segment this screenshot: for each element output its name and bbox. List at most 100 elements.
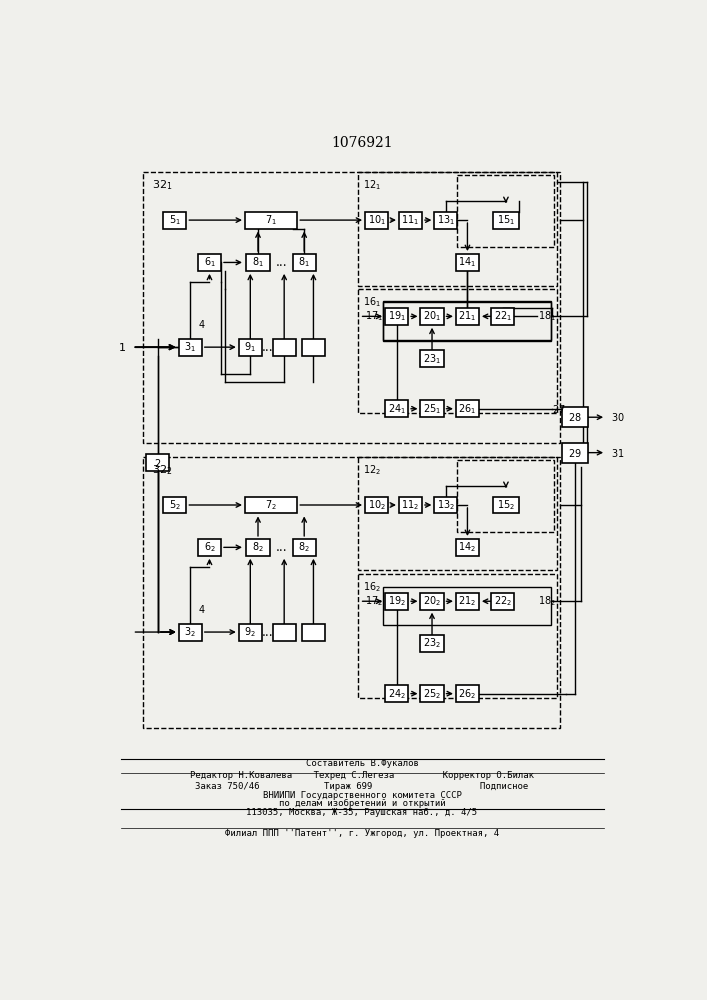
Text: $21_1$: $21_1$: [458, 309, 477, 323]
Bar: [399, 212, 422, 229]
Text: ВНИИПИ Государственного комитета СССР: ВНИИПИ Государственного комитета СССР: [262, 791, 462, 800]
Bar: [358, 574, 557, 698]
Bar: [273, 624, 296, 641]
Text: $17_1$: $17_1$: [365, 309, 383, 323]
Bar: [143, 172, 560, 443]
Text: $23_2$: $23_2$: [423, 637, 441, 650]
Bar: [491, 593, 515, 610]
Text: $17_2$: $17_2$: [365, 594, 383, 608]
Text: ...: ...: [276, 541, 288, 554]
Text: $32_2$: $32_2$: [152, 463, 172, 477]
Text: $25_1$: $25_1$: [423, 402, 441, 416]
Text: Филиал ППП ''Патент'', г. Ужгород, ул. Проектная, 4: Филиал ППП ''Патент'', г. Ужгород, ул. П…: [225, 829, 499, 838]
Bar: [399, 497, 422, 513]
Bar: [198, 539, 221, 556]
Text: $23_1$: $23_1$: [423, 352, 441, 366]
Text: $8_2$: $8_2$: [252, 540, 264, 554]
Text: по делам изобретений и открытий: по делам изобретений и открытий: [279, 799, 445, 808]
Bar: [562, 443, 588, 463]
Text: $8_1$: $8_1$: [252, 256, 264, 269]
Bar: [457, 175, 554, 247]
Text: $7_2$: $7_2$: [265, 498, 277, 512]
Text: $4$: $4$: [198, 603, 206, 615]
Text: Составитель В.Фукалов: Составитель В.Фукалов: [305, 759, 419, 768]
Bar: [179, 624, 201, 641]
Bar: [493, 212, 519, 229]
Text: $10_1$: $10_1$: [368, 213, 385, 227]
Text: $9_1$: $9_1$: [245, 340, 256, 354]
Text: $3_1$: $3_1$: [185, 340, 197, 354]
Text: ...: ...: [262, 341, 274, 354]
Text: $20_2$: $20_2$: [423, 594, 441, 608]
Text: $31$: $31$: [611, 447, 624, 459]
Bar: [143, 457, 560, 728]
Text: $13_2$: $13_2$: [437, 498, 455, 512]
Text: $8_1$: $8_1$: [298, 256, 310, 269]
Text: $12_2$: $12_2$: [363, 463, 382, 477]
Text: $21_2$: $21_2$: [458, 594, 477, 608]
Bar: [385, 308, 408, 325]
Bar: [293, 254, 316, 271]
Text: 113035, Москва, Ж-35, Раушская наб., д. 4/5: 113035, Москва, Ж-35, Раушская наб., д. …: [247, 808, 477, 817]
Text: $12_1$: $12_1$: [363, 179, 382, 192]
Text: $16_1$: $16_1$: [363, 296, 382, 309]
Text: $19_2$: $19_2$: [387, 594, 406, 608]
Text: $26_1$: $26_1$: [458, 402, 477, 416]
Text: $13_1$: $13_1$: [437, 213, 455, 227]
Text: $16_2$: $16_2$: [363, 580, 382, 594]
Bar: [163, 212, 187, 229]
Bar: [358, 289, 557, 413]
Bar: [245, 497, 297, 513]
Bar: [562, 407, 588, 427]
Text: $5_2$: $5_2$: [169, 498, 181, 512]
Bar: [273, 339, 296, 356]
Bar: [421, 308, 443, 325]
Bar: [456, 593, 479, 610]
Bar: [179, 339, 201, 356]
Bar: [456, 308, 479, 325]
Text: $9_2$: $9_2$: [245, 625, 256, 639]
Bar: [421, 593, 443, 610]
Text: $28$: $28$: [568, 411, 582, 423]
Bar: [365, 212, 388, 229]
Text: $29$: $29$: [568, 447, 582, 459]
Bar: [421, 350, 443, 367]
Text: $2$: $2$: [154, 457, 161, 469]
Text: ...: ...: [276, 256, 288, 269]
Text: $4$: $4$: [198, 318, 206, 330]
Bar: [358, 457, 557, 570]
Bar: [456, 400, 479, 417]
Text: $15_1$: $15_1$: [497, 213, 515, 227]
Text: Заказ 750/46            Тираж 699                    Подписное: Заказ 750/46 Тираж 699 Подписное: [195, 782, 529, 791]
Text: $3_2$: $3_2$: [185, 625, 196, 639]
Bar: [385, 685, 408, 702]
Bar: [457, 460, 554, 532]
Bar: [421, 685, 443, 702]
Text: $11_1$: $11_1$: [402, 213, 419, 227]
Bar: [456, 685, 479, 702]
Bar: [456, 254, 479, 271]
Text: $10_2$: $10_2$: [368, 498, 385, 512]
Bar: [302, 624, 325, 641]
Text: $14_1$: $14_1$: [458, 256, 477, 269]
Text: $7_1$: $7_1$: [265, 213, 277, 227]
Text: $6_2$: $6_2$: [204, 540, 216, 554]
Text: $24_1$: $24_1$: [387, 402, 406, 416]
Bar: [385, 593, 408, 610]
Text: Редактор Н.Ковалева    Техред С.Легеза         Корректор О.Билак: Редактор Н.Ковалева Техред С.Легеза Корр…: [190, 771, 534, 780]
Text: ...: ...: [262, 626, 274, 639]
Bar: [146, 454, 170, 471]
Text: $32_1$: $32_1$: [152, 179, 173, 192]
Bar: [245, 212, 297, 229]
Text: $18_2$: $18_2$: [538, 594, 556, 608]
Text: $5_1$: $5_1$: [169, 213, 181, 227]
Text: $18_1$: $18_1$: [538, 309, 556, 323]
Bar: [434, 497, 457, 513]
Bar: [382, 302, 551, 340]
Bar: [365, 497, 388, 513]
Text: $20_1$: $20_1$: [423, 309, 441, 323]
Text: $25_2$: $25_2$: [423, 687, 441, 701]
Text: $24_2$: $24_2$: [387, 687, 406, 701]
Bar: [302, 339, 325, 356]
Bar: [421, 635, 443, 652]
